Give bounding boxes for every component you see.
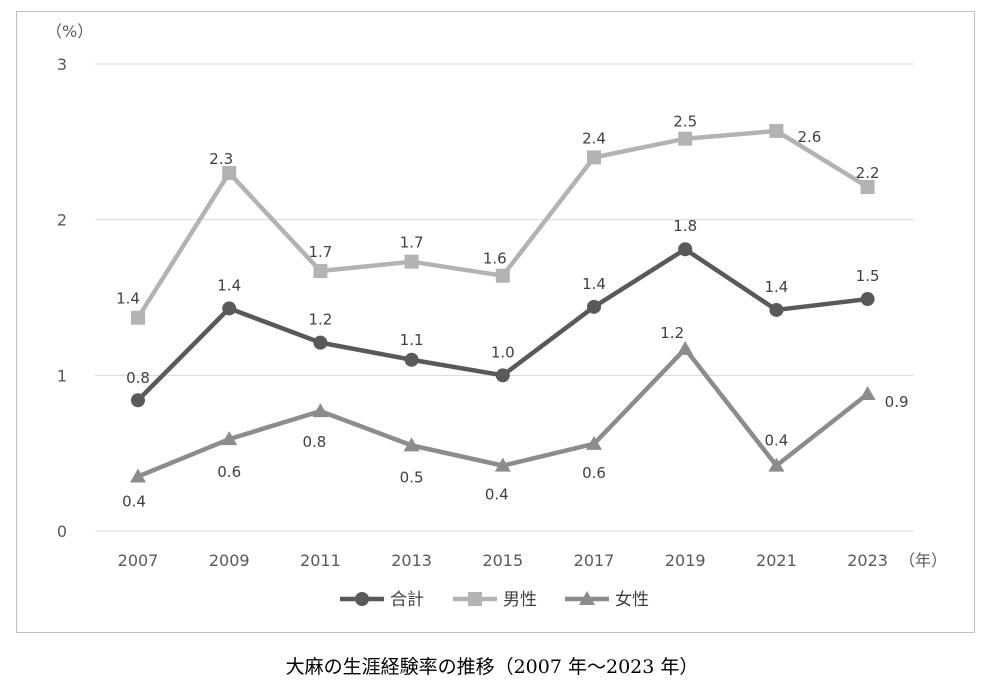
x-tick-label: 2015	[482, 551, 523, 570]
data-point-2-0	[130, 468, 146, 483]
x-tick-label: 2023	[847, 551, 888, 570]
data-point-1-7	[769, 123, 784, 138]
data-label: 1.7	[308, 243, 332, 261]
data-label: 1.1	[400, 331, 424, 349]
x-tick-label: 2009	[209, 551, 250, 570]
series-line-2	[137, 346, 869, 479]
data-label: 1.4	[582, 275, 606, 293]
data-label: 2.2	[856, 164, 880, 182]
x-tick-label: 2017	[574, 551, 615, 570]
x-tick-label: 2013	[391, 551, 432, 570]
data-label: 0.4	[764, 432, 788, 450]
data-point-2-8	[859, 386, 876, 401]
data-label: 1.0	[491, 343, 515, 361]
data-point-1-1	[222, 165, 237, 180]
data-label: 0.8	[302, 433, 326, 451]
data-label: 0.5	[400, 468, 424, 486]
data-point-0-8	[860, 292, 875, 307]
legend-label: 合計	[390, 590, 424, 610]
series-line-1	[136, 128, 869, 319]
data-label: 0.4	[122, 493, 146, 511]
data-point-1-3	[404, 254, 419, 269]
x-tick-label: 2021	[756, 551, 797, 570]
data-label: 2.4	[582, 129, 606, 147]
data-point-0-0	[131, 393, 145, 408]
data-point-0-3	[404, 352, 419, 367]
data-label: 1.4	[217, 276, 241, 294]
data-point-2-3	[403, 437, 420, 452]
data-label: 2.3	[209, 150, 233, 168]
data-point-0-5	[587, 299, 601, 314]
data-label: 1.4	[116, 290, 140, 308]
data-label: 1.7	[400, 234, 424, 252]
legend-marker-1	[468, 592, 482, 606]
data-point-1-0	[131, 310, 145, 325]
data-point-0-2	[313, 335, 328, 350]
legend-label: 男性	[503, 590, 537, 610]
data-label: 1.2	[308, 311, 332, 329]
legend-marker-2	[579, 591, 595, 605]
data-label: 0.4	[485, 486, 509, 504]
y-tick-label: 0	[57, 522, 67, 541]
data-point-2-1	[221, 431, 238, 446]
y-tick-label: 2	[57, 211, 67, 230]
data-point-2-2	[312, 403, 329, 418]
data-label: 0.8	[126, 369, 150, 387]
data-point-1-2	[313, 264, 328, 279]
data-label: 1.8	[673, 217, 697, 235]
data-point-1-5	[587, 150, 601, 165]
legend-label: 女性	[615, 590, 649, 610]
data-point-0-6	[678, 242, 693, 257]
data-point-1-8	[860, 179, 875, 194]
y-tick-label: 3	[57, 55, 67, 74]
data-point-2-5	[586, 435, 602, 450]
y-axis-unit-label: （%）	[46, 22, 93, 41]
chart-frame	[16, 11, 975, 633]
data-label: 1.6	[483, 250, 507, 268]
x-tick-label: 2019	[665, 551, 706, 570]
legend-marker-0	[355, 592, 369, 606]
data-label: 0.9	[885, 393, 909, 411]
data-point-2-4	[494, 457, 511, 472]
data-label: 2.5	[673, 113, 697, 131]
data-point-0-4	[495, 368, 510, 383]
legend: 合計 男性 女性	[340, 590, 649, 610]
data-point-0-1	[222, 301, 237, 316]
data-point-2-6	[677, 340, 694, 355]
data-label: 0.6	[217, 463, 241, 481]
x-axis-unit-label: （年）	[899, 551, 947, 570]
data-label: 1.4	[764, 278, 788, 296]
data-point-1-6	[678, 131, 693, 146]
data-label: 1.2	[660, 324, 684, 342]
data-label: 0.6	[582, 464, 606, 482]
x-tick-label: 2007	[118, 551, 159, 570]
data-point-2-7	[768, 457, 785, 472]
data-label: 1.5	[856, 267, 880, 285]
chart-caption: 大麻の生涯経験率の推移（2007 年～2023 年）	[285, 656, 699, 678]
y-tick-label: 1	[57, 366, 67, 385]
data-point-1-4	[495, 268, 510, 283]
data-point-0-7	[769, 302, 784, 317]
data-label: 2.6	[797, 128, 821, 146]
x-tick-label: 2011	[300, 551, 341, 570]
